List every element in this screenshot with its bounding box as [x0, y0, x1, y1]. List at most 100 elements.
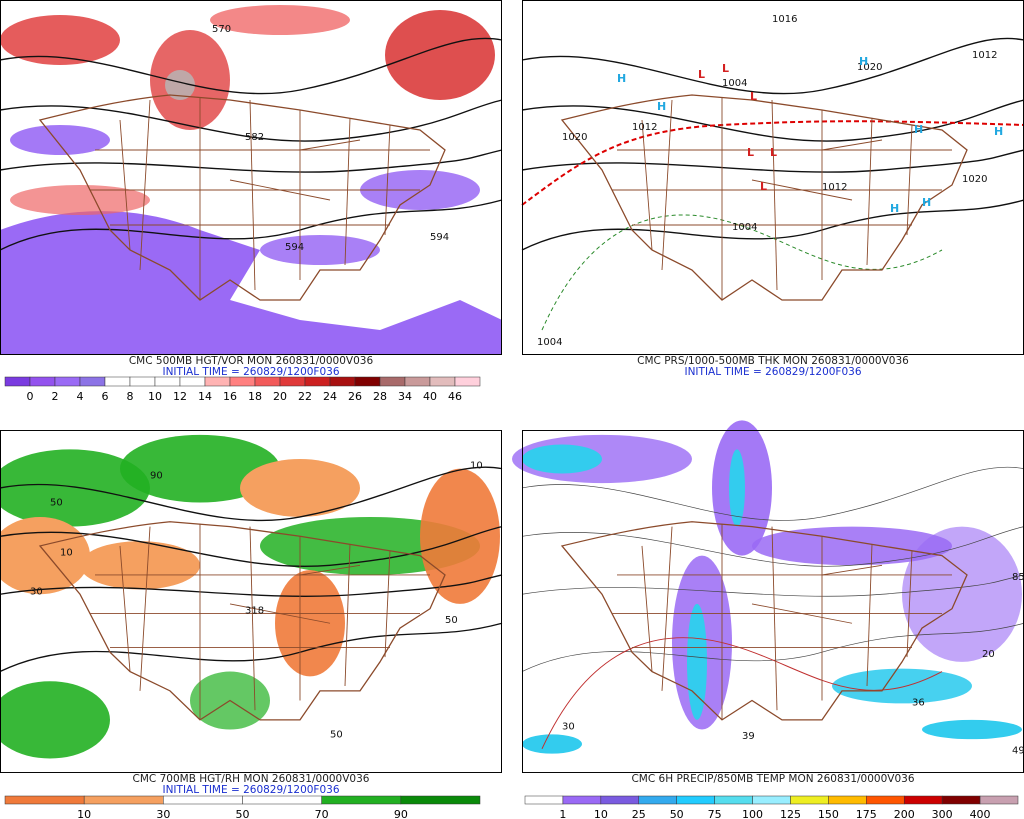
shading: [210, 5, 350, 35]
state-border: [641, 545, 653, 672]
state-border: [751, 179, 853, 201]
state-border: [249, 99, 256, 291]
state-border: [866, 117, 873, 266]
scale-label: 8: [127, 390, 134, 403]
pressure-center: H: [617, 72, 626, 85]
scale-label: 400: [970, 808, 991, 819]
coastline: [38, 94, 446, 301]
contour-label: 318: [245, 606, 264, 617]
shading: [420, 468, 500, 604]
pressure-center: H: [890, 202, 899, 215]
contour-label: 594: [285, 242, 304, 253]
scale-label: 46: [448, 390, 462, 403]
scale-label: 2: [52, 390, 59, 403]
contour-label: 20: [982, 649, 995, 660]
contour: [0, 37, 503, 95]
color-swatch: [828, 795, 867, 805]
shading: [385, 10, 495, 100]
color-swatch: [676, 795, 715, 805]
color-swatch: [229, 376, 256, 387]
contour: [521, 574, 1024, 597]
scale-label: 150: [818, 808, 839, 819]
state-border: [119, 119, 131, 251]
contour: [0, 574, 503, 597]
color-swatch: [979, 795, 1019, 805]
color-swatch: [242, 795, 322, 805]
color-swatch: [429, 376, 456, 387]
shading: [80, 541, 200, 590]
shading: [0, 211, 502, 355]
contour: [521, 149, 1024, 173]
contour: [0, 99, 503, 142]
shading: [922, 719, 1022, 740]
color-swatch: [404, 376, 431, 387]
contour-label: 582: [245, 132, 264, 143]
shading: [0, 449, 150, 527]
coastline: [38, 521, 446, 721]
state-border: [906, 550, 913, 658]
scale-label: 1: [559, 808, 566, 819]
state-border: [384, 550, 391, 658]
scale-label: 4: [77, 390, 84, 403]
state-border: [661, 99, 673, 271]
pressure-center: L: [747, 146, 754, 159]
color-swatch: [400, 795, 481, 805]
state-border: [119, 545, 131, 672]
shading: [522, 734, 582, 754]
contour-label: 1020: [962, 174, 987, 185]
contour-label: 36: [912, 697, 925, 708]
scale-label: 10: [77, 808, 91, 819]
scale-label: 175: [856, 808, 877, 819]
shading: [240, 458, 360, 517]
contour-label: 1004: [732, 222, 757, 233]
state-border: [821, 139, 883, 151]
map-frame: [0, 430, 502, 774]
color-swatch: [104, 376, 131, 387]
shading: [0, 681, 110, 759]
scale-label: 50: [670, 808, 684, 819]
color-swatch: [562, 795, 602, 805]
state-border: [139, 526, 151, 691]
color-swatch: [129, 376, 156, 387]
shading: [0, 516, 90, 595]
color-swatch: [204, 376, 231, 387]
state-border: [821, 564, 883, 576]
shading: [832, 668, 972, 704]
state-border: [641, 119, 653, 251]
initial-time: INITIAL TIME = 260829/1200F036: [162, 366, 339, 378]
color-swatch: [866, 795, 905, 805]
contour-label: 1004: [537, 337, 562, 348]
contour-label: 1004: [722, 78, 747, 89]
map-panel: [0, 0, 503, 355]
contour-label: 594: [430, 232, 449, 243]
color-swatch: [329, 376, 356, 387]
contour-label: 10: [60, 548, 73, 559]
color-swatch: [600, 795, 640, 805]
contour-label: 90: [150, 470, 163, 481]
scale-label: 28: [373, 390, 387, 403]
scale-label: 26: [348, 390, 362, 403]
shading: [165, 70, 195, 100]
contour-label: 1012: [632, 122, 657, 133]
state-border: [139, 99, 151, 271]
contour-label: 50: [330, 729, 343, 740]
map-panel: [521, 0, 1024, 355]
contour-label: 85: [1012, 572, 1024, 583]
contour-label: 50: [50, 497, 63, 508]
contour: [521, 99, 1024, 142]
scale-label: 100: [742, 808, 763, 819]
contour: [521, 466, 1024, 521]
color-swatch: [4, 795, 85, 805]
scale-label: 10: [148, 390, 162, 403]
contour-label: 1012: [822, 182, 847, 193]
color-swatch: [454, 376, 481, 387]
color-swatch: [79, 376, 106, 387]
shading: [0, 15, 120, 65]
color-swatch: [163, 795, 243, 805]
contour: [0, 466, 503, 522]
scale-label: 6: [102, 390, 109, 403]
color-swatch: [4, 376, 31, 387]
contour-label: 1016: [772, 14, 797, 25]
state-border: [229, 603, 331, 624]
